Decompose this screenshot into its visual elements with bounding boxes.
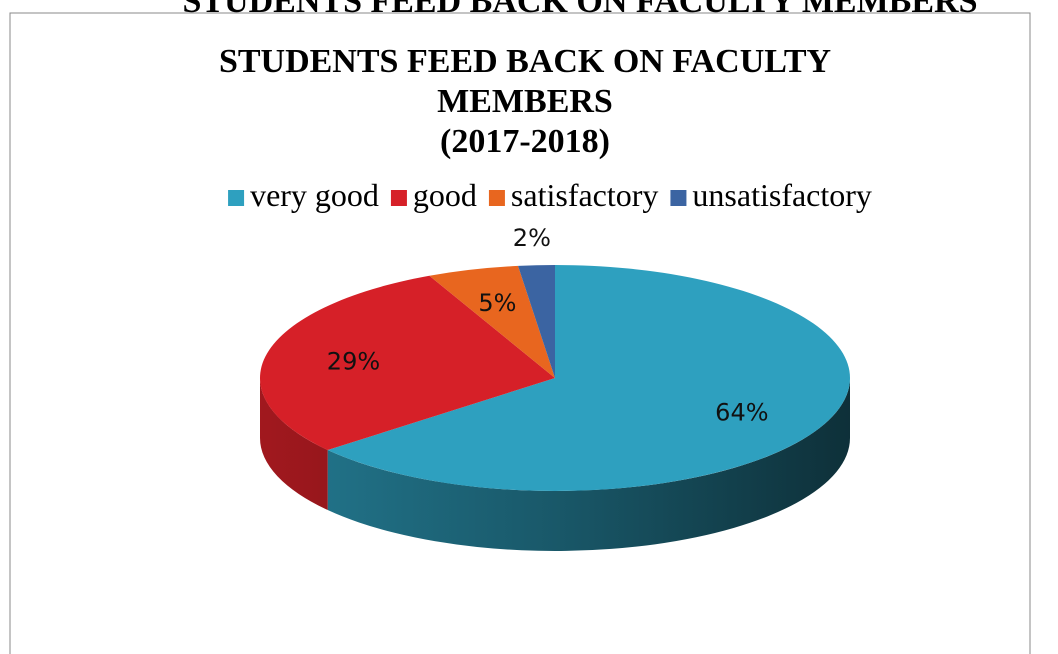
- legend-swatch: [390, 190, 407, 206]
- legend-swatch: [670, 190, 687, 206]
- legend-label: unsatisfactory: [692, 177, 872, 213]
- legend-swatch: [488, 190, 505, 206]
- slice-side: [260, 378, 328, 511]
- slice: [327, 265, 850, 491]
- slice: [518, 265, 555, 378]
- slice: [260, 275, 555, 451]
- data-label: 5%: [478, 289, 516, 317]
- data-label: 29%: [327, 348, 380, 376]
- legend-label: good: [413, 177, 477, 213]
- legend-label: very good: [250, 177, 379, 213]
- page-heading: STUDENTS FEED BACK ON FACULTY MEMBERS: [182, 0, 977, 20]
- slice-side: [327, 378, 850, 551]
- data-label: 2%: [513, 224, 551, 252]
- data-label: 64%: [715, 399, 768, 427]
- chart-title: STUDENTS FEED BACK ON FACULTY: [219, 43, 831, 80]
- slice: [429, 265, 555, 378]
- legend-label: satisfactory: [511, 177, 659, 213]
- chart-title: MEMBERS: [437, 83, 613, 120]
- legend-swatch: [228, 190, 245, 206]
- chart-title: (2017-2018): [440, 123, 610, 160]
